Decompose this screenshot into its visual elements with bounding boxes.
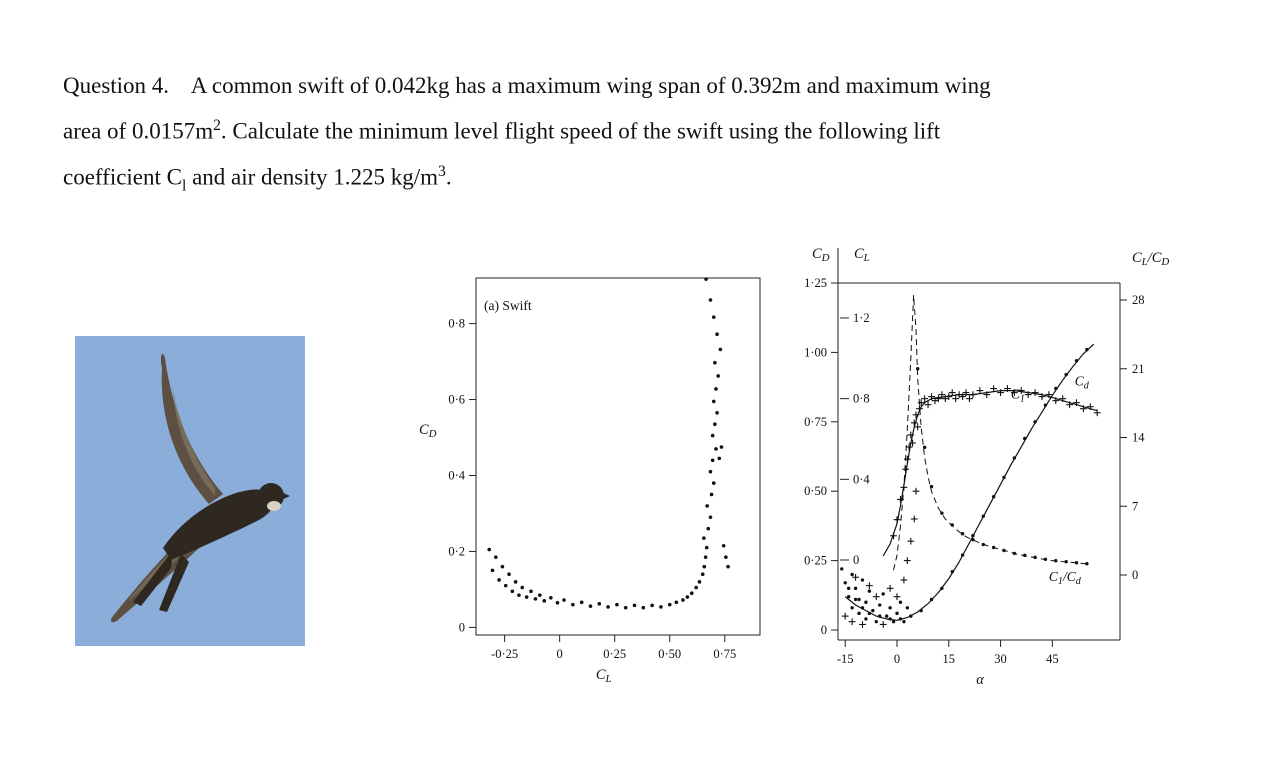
question-line-1-text: Question 4. A common swift of 0.042kg ha… bbox=[63, 73, 991, 98]
aero-coefficients-chart: 1·25 1·00 0·75 0·50 0·25 0 1·2 0·8 0·4 0 28 21 14 7 0 -… bbox=[804, 246, 1169, 688]
svg-text:0: 0 bbox=[459, 620, 465, 634]
svg-text:0·75: 0·75 bbox=[713, 647, 736, 661]
question-line-1: Question 4. A common swift of 0.042kg ha… bbox=[63, 66, 1233, 106]
swift-upper-wing bbox=[160, 353, 223, 504]
svg-text:CL: CL bbox=[854, 246, 870, 264]
superscript-3: 3 bbox=[438, 162, 446, 180]
svg-text:14: 14 bbox=[1132, 431, 1145, 445]
svg-text:0: 0 bbox=[557, 647, 563, 661]
drag-polar-chart: 0 0·2 0·4 0·6 0·8 -0·25 0 0·25 0·50 0·75 CD CL (a) S… bbox=[419, 277, 761, 685]
svg-text:1·00: 1·00 bbox=[804, 345, 827, 359]
superscript-2: 2 bbox=[213, 117, 221, 134]
svg-text:0·25: 0·25 bbox=[603, 647, 626, 661]
svg-text:Cd: Cd bbox=[1075, 374, 1090, 392]
question-text: Question 4. A common swift of 0.042kg ha… bbox=[63, 66, 1233, 206]
svg-text:C1: C1 bbox=[1011, 387, 1025, 405]
svg-text:21: 21 bbox=[1132, 362, 1145, 376]
svg-text:-15: -15 bbox=[837, 652, 854, 666]
svg-text:0·50: 0·50 bbox=[804, 484, 827, 498]
swift-beak bbox=[281, 492, 290, 500]
svg-text:30: 30 bbox=[994, 652, 1007, 666]
svg-text:CD: CD bbox=[419, 422, 437, 440]
svg-text:45: 45 bbox=[1046, 652, 1059, 666]
svg-text:0·50: 0·50 bbox=[658, 647, 681, 661]
svg-text:0·6: 0·6 bbox=[448, 393, 465, 407]
svg-text:28: 28 bbox=[1132, 293, 1145, 307]
swift-body bbox=[163, 489, 276, 560]
svg-text:0·4: 0·4 bbox=[853, 472, 870, 486]
svg-text:0: 0 bbox=[894, 652, 900, 666]
swift-tail bbox=[133, 550, 173, 606]
svg-text:0·75: 0·75 bbox=[804, 415, 827, 429]
svg-text:CL/CD: CL/CD bbox=[1132, 250, 1169, 268]
svg-text:0·4: 0·4 bbox=[448, 468, 465, 482]
svg-text:0: 0 bbox=[1132, 568, 1138, 582]
question-line-2: area of 0.0157m2. Calculate the minimum … bbox=[63, 117, 941, 144]
svg-text:(a) Swift: (a) Swift bbox=[484, 298, 532, 313]
svg-text:0: 0 bbox=[853, 553, 859, 567]
svg-text:0: 0 bbox=[821, 623, 827, 637]
svg-text:CL: CL bbox=[596, 667, 612, 685]
svg-text:15: 15 bbox=[943, 652, 956, 666]
swift-throat-patch bbox=[267, 501, 281, 511]
svg-text:0·2: 0·2 bbox=[448, 544, 465, 558]
svg-text:CD: CD bbox=[812, 246, 830, 264]
subscript-l: l bbox=[182, 176, 187, 194]
svg-text:1·2: 1·2 bbox=[853, 311, 870, 325]
svg-text:C1/Cd: C1/Cd bbox=[1049, 569, 1082, 587]
swift-tail-prong bbox=[159, 554, 189, 612]
swift-photo bbox=[75, 336, 305, 646]
svg-text:7: 7 bbox=[1132, 499, 1138, 513]
question-line-3: coefficient Cl and air density 1.225 kg/… bbox=[63, 162, 452, 194]
svg-text:0·25: 0·25 bbox=[804, 554, 827, 568]
swift-upper-wing-highlight bbox=[172, 384, 215, 496]
svg-text:-0·25: -0·25 bbox=[491, 647, 518, 661]
svg-text:1·25: 1·25 bbox=[804, 276, 827, 290]
svg-text:0·8: 0·8 bbox=[448, 317, 465, 331]
svg-text:0·8: 0·8 bbox=[853, 392, 870, 406]
svg-text:α: α bbox=[976, 672, 984, 688]
